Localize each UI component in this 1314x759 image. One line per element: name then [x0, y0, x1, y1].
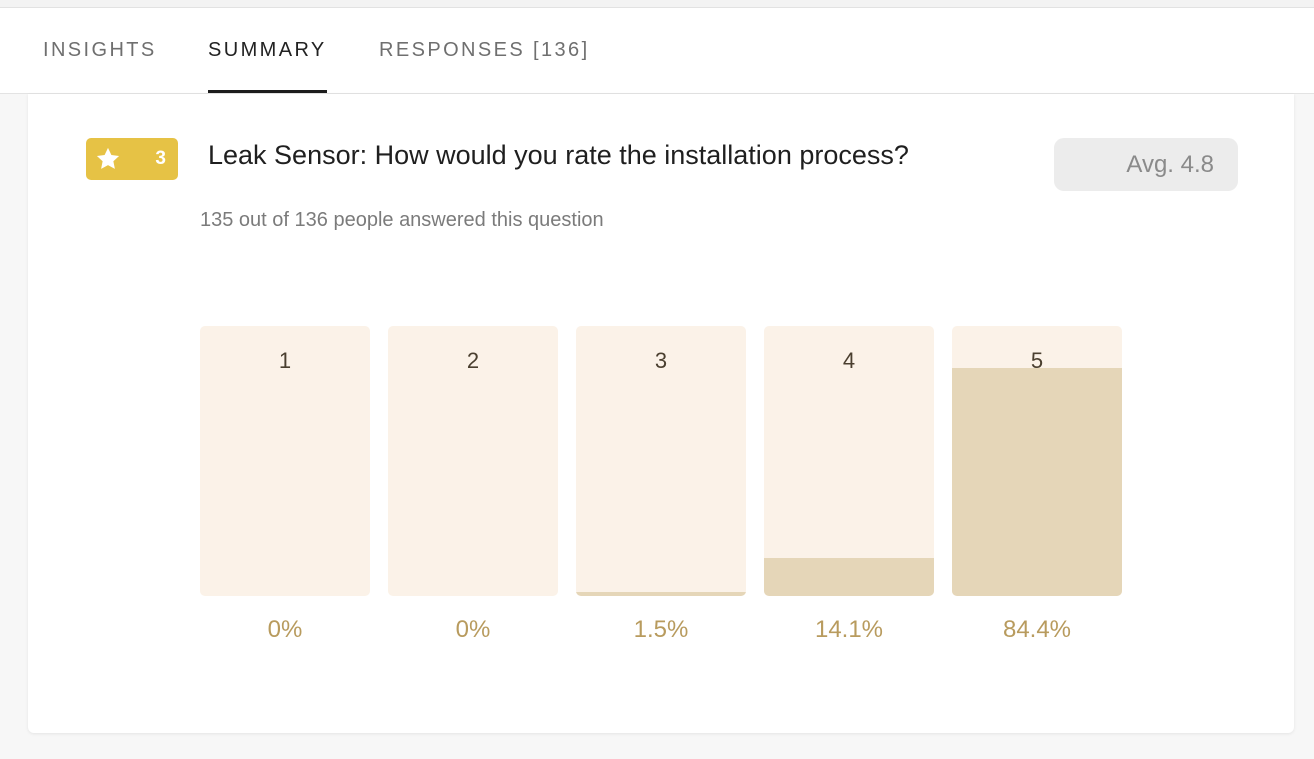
tab-responses[interactable]: RESPONSES [136] — [379, 39, 590, 61]
rating-bar-1: 1 — [200, 326, 370, 596]
rating-bar-2: 2 — [388, 326, 558, 596]
window-top-strip — [0, 0, 1314, 8]
answered-count: 135 out of 136 people answered this ques… — [200, 209, 604, 231]
rating-label-4: 4 — [842, 348, 856, 373]
rating-bar-fill-4 — [764, 558, 934, 596]
question-type-badge: 3 — [86, 138, 178, 180]
rating-label-3: 3 — [654, 348, 668, 373]
rating-percent-4: 14.1% — [814, 616, 884, 643]
rating-label-2: 2 — [466, 348, 480, 373]
rating-percent-2: 0% — [455, 616, 491, 643]
rating-percent-5: 84.4% — [1002, 616, 1072, 643]
rating-percent-1: 0% — [267, 616, 303, 643]
rating-label-1: 1 — [278, 348, 292, 373]
star-icon — [96, 147, 120, 169]
tab-bar: INSIGHTS SUMMARY RESPONSES [136] — [0, 8, 1314, 94]
tab-summary[interactable]: SUMMARY — [208, 8, 327, 93]
rating-bar-fill-3 — [576, 592, 746, 596]
rating-bar-5: 5 — [952, 326, 1122, 596]
question-number: 3 — [155, 148, 166, 169]
rating-percent-3: 1.5% — [633, 616, 689, 643]
question-title: Leak Sensor: How would you rate the inst… — [208, 140, 909, 170]
rating-label-5: 5 — [1030, 348, 1044, 373]
average-rating-badge: Avg. 4.8 — [1054, 138, 1238, 191]
rating-bar-fill-5 — [952, 368, 1122, 596]
rating-bar-4: 4 — [764, 326, 934, 596]
rating-bar-3: 3 — [576, 326, 746, 596]
question-summary-card: 3 Leak Sensor: How would you rate the in… — [28, 94, 1294, 733]
tab-insights[interactable]: INSIGHTS — [43, 39, 157, 61]
